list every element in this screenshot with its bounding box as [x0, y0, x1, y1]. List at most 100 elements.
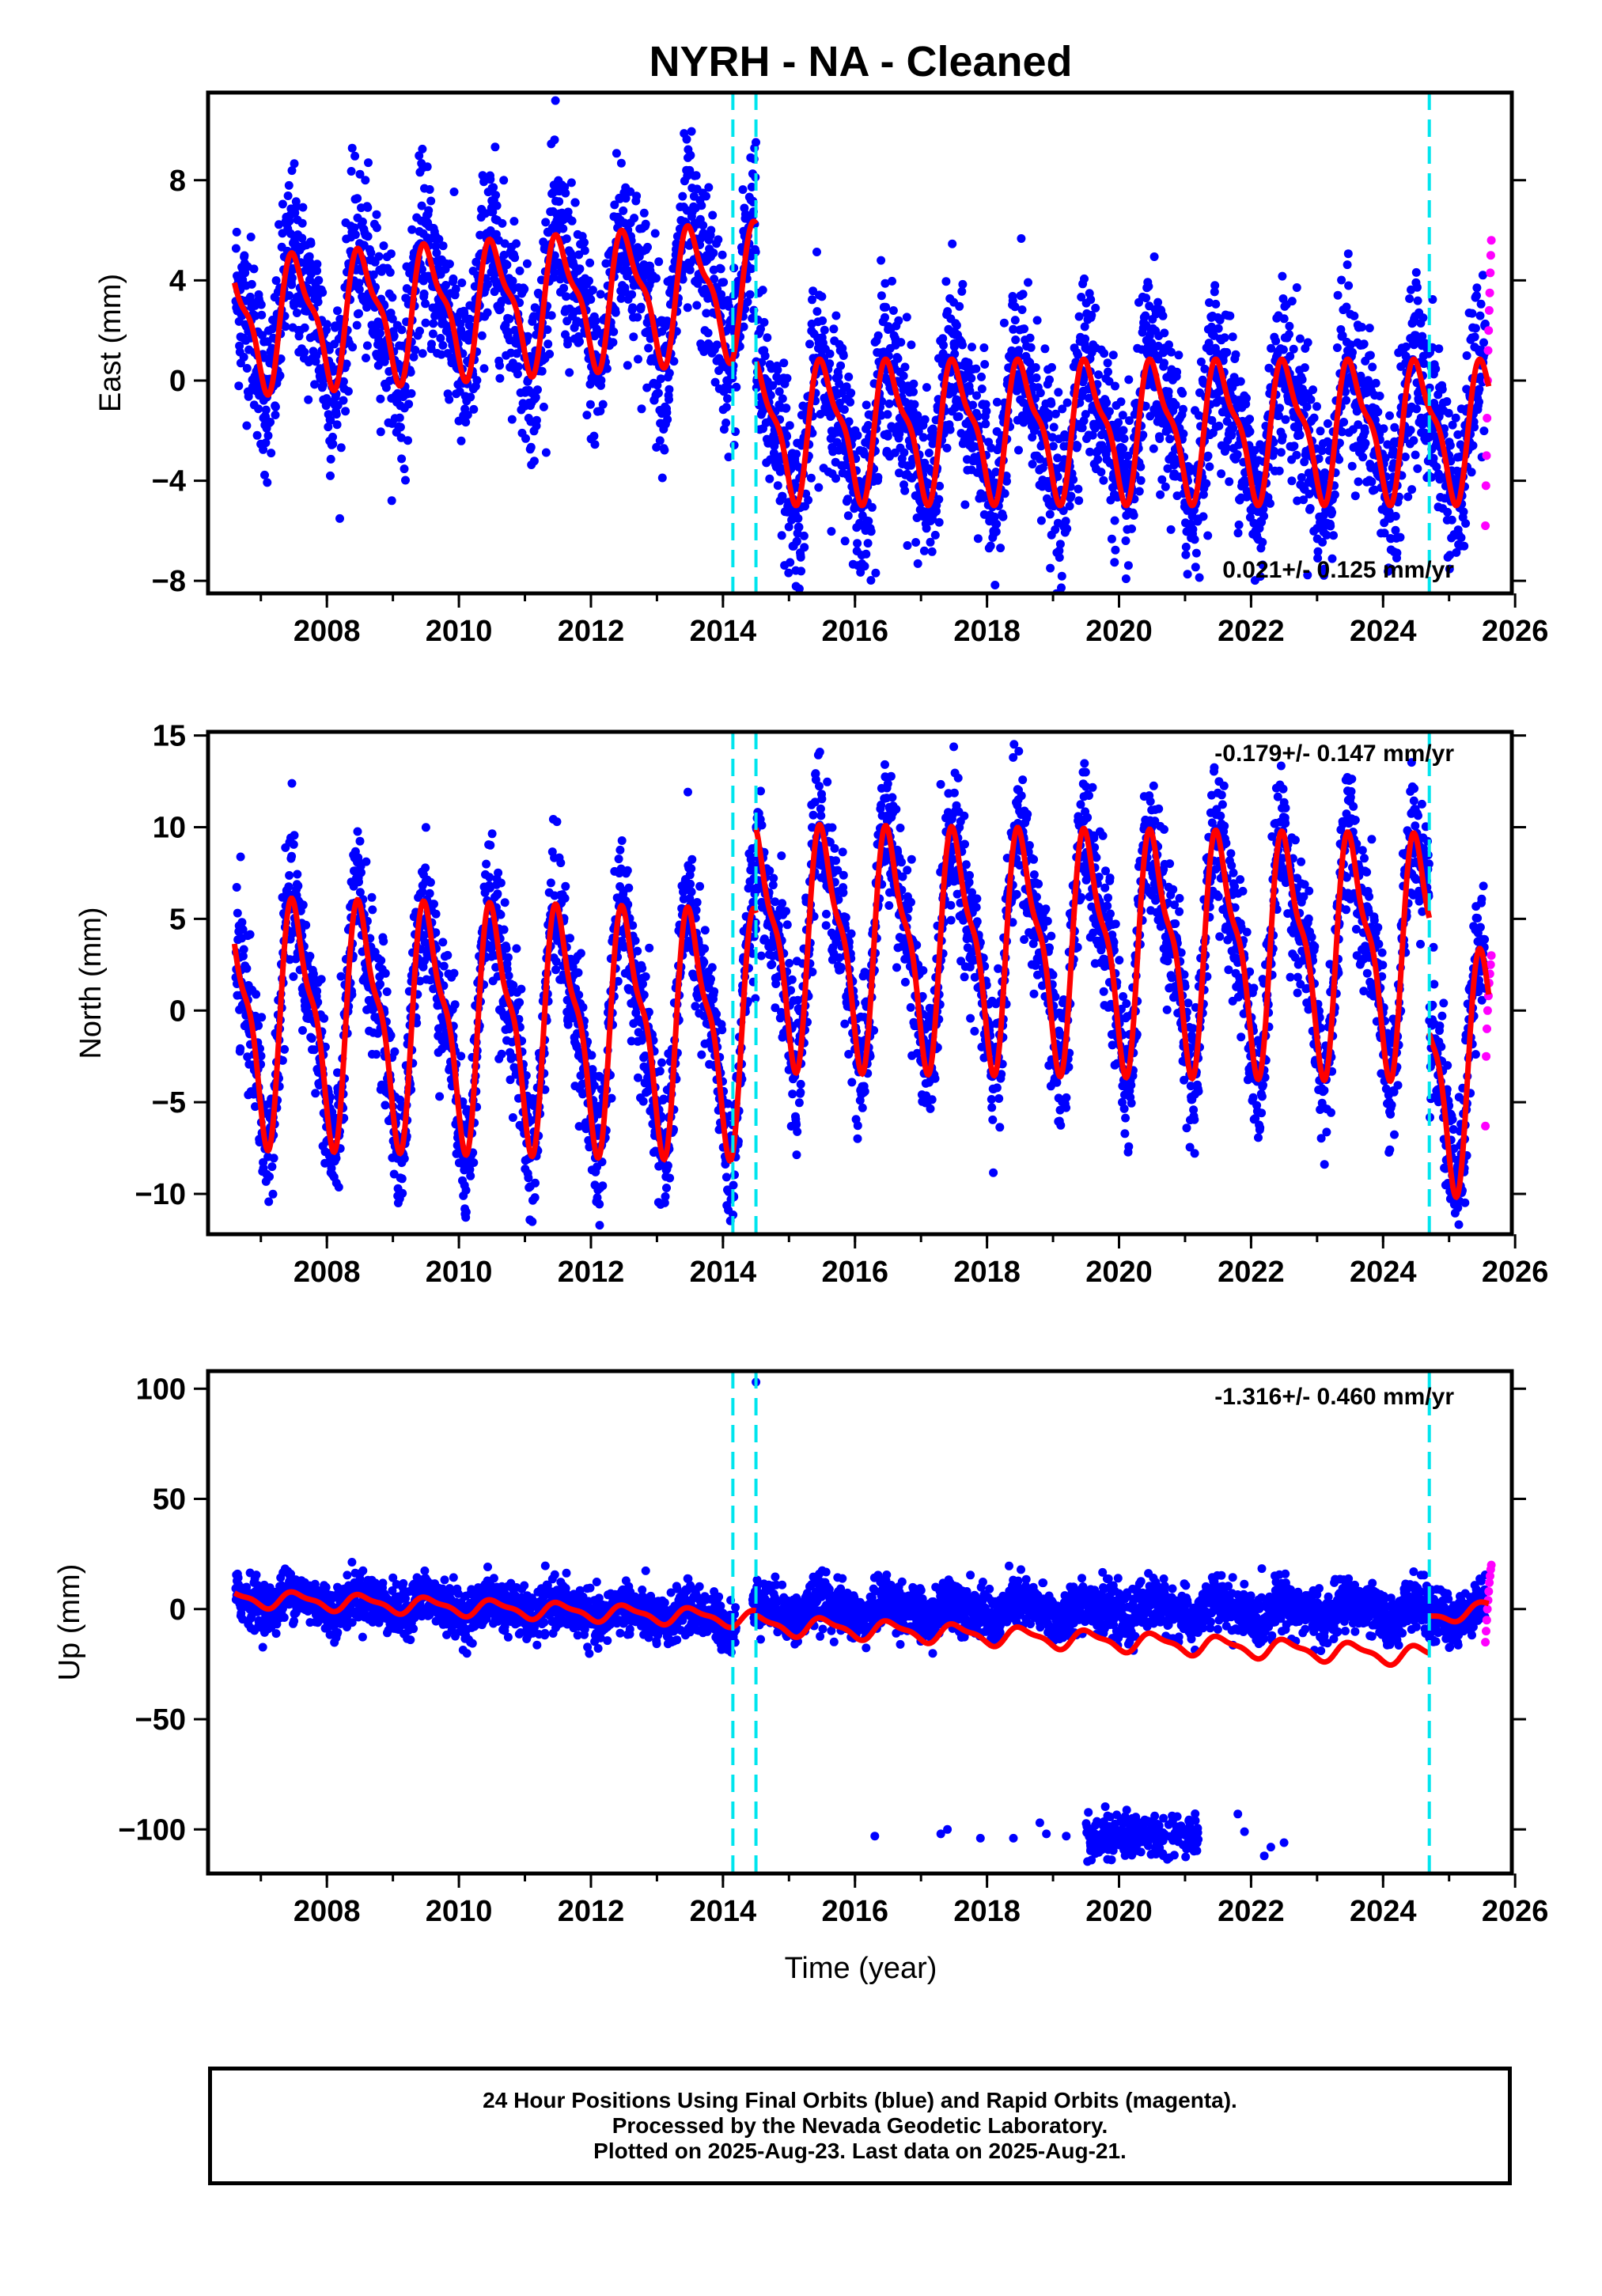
data-point	[437, 311, 447, 320]
data-point	[1468, 441, 1478, 450]
data-point	[1055, 553, 1064, 563]
data-point	[1227, 430, 1237, 440]
data-point	[352, 320, 362, 330]
data-point	[1297, 375, 1307, 385]
data-point	[1309, 413, 1319, 422]
data-point	[1036, 516, 1046, 525]
data-point	[980, 360, 990, 369]
data-point	[259, 445, 268, 454]
data-point	[313, 297, 323, 307]
data-point	[1255, 572, 1265, 582]
data-point	[1111, 381, 1119, 391]
data-point	[1358, 323, 1366, 332]
data-point	[1203, 531, 1213, 540]
data-point	[1258, 560, 1267, 570]
data-point	[438, 341, 448, 350]
data-point	[1142, 294, 1151, 303]
data-point	[1228, 332, 1237, 342]
data-point	[252, 430, 262, 440]
data-point	[1413, 296, 1422, 305]
x-tick-label: 2026	[1482, 615, 1549, 648]
data-point	[456, 436, 466, 445]
east-rate-label: 0.021+/- 0.125 mm/yr	[1222, 557, 1454, 583]
data-point	[1158, 311, 1168, 320]
data-point	[1167, 347, 1176, 357]
data-point	[333, 1068, 342, 1078]
data-point	[440, 319, 449, 328]
data-point	[1318, 537, 1327, 547]
data-point	[1051, 409, 1060, 419]
data-point	[1199, 490, 1208, 499]
data-point	[1077, 293, 1086, 301]
data-point	[507, 415, 517, 424]
data-point	[751, 248, 760, 256]
x-tick-label: 2018	[953, 615, 1021, 648]
data-point	[1102, 398, 1112, 407]
data-point	[773, 481, 782, 491]
data-point	[1316, 426, 1325, 436]
data-point	[709, 248, 718, 258]
data-point	[428, 329, 437, 339]
data-point	[404, 400, 414, 409]
data-point	[1385, 411, 1394, 420]
data-point	[290, 159, 299, 169]
data-point	[973, 411, 983, 421]
data-point	[842, 382, 851, 392]
data-point	[278, 199, 287, 209]
data-point	[376, 394, 385, 404]
data-point	[431, 241, 441, 251]
data-point	[1080, 274, 1089, 283]
data-point	[1475, 385, 1484, 394]
data-point	[1360, 427, 1369, 437]
data-point	[390, 1047, 400, 1056]
data-point	[431, 909, 441, 919]
data-point	[948, 239, 957, 248]
data-point	[1300, 457, 1309, 467]
data-point	[1343, 249, 1353, 259]
data-point	[1002, 476, 1011, 486]
data-point	[348, 343, 358, 352]
data-point	[1285, 321, 1294, 331]
data-point	[1178, 388, 1187, 398]
data-point	[610, 200, 619, 210]
data-point	[363, 232, 373, 241]
data-point	[1368, 362, 1377, 372]
east-axis-label: East (mm)	[94, 274, 127, 412]
data-point	[1413, 464, 1422, 473]
data-point	[903, 541, 912, 550]
data-point	[314, 275, 324, 285]
data-point	[1479, 426, 1489, 436]
data-point	[331, 1154, 341, 1163]
data-point	[817, 292, 827, 301]
data-point	[687, 127, 696, 136]
data-point	[804, 495, 813, 505]
data-point	[324, 345, 334, 354]
data-point	[799, 531, 809, 540]
data-point	[843, 511, 853, 521]
data-point	[1327, 554, 1337, 563]
data-point	[644, 343, 653, 353]
data-point	[792, 449, 801, 459]
data-point	[1164, 387, 1173, 396]
data-point	[839, 405, 849, 415]
data-point	[415, 326, 424, 335]
data-point	[1062, 398, 1072, 407]
data-point	[913, 411, 922, 420]
data-point	[998, 512, 1008, 521]
data-point	[663, 415, 672, 424]
data-point	[249, 264, 259, 274]
data-point	[808, 295, 816, 305]
data-point	[1387, 564, 1396, 574]
data-point	[1104, 407, 1114, 416]
data-point	[967, 373, 976, 383]
data-point	[943, 307, 952, 316]
east-final-orbit-points	[231, 96, 1490, 593]
data-point	[589, 431, 599, 441]
data-point	[616, 158, 626, 168]
x-tick-label: 2016	[821, 615, 888, 648]
data-point	[909, 379, 918, 388]
data-point	[1165, 340, 1173, 350]
data-point	[418, 144, 427, 153]
data-point	[745, 290, 755, 299]
data-point	[1271, 336, 1281, 346]
